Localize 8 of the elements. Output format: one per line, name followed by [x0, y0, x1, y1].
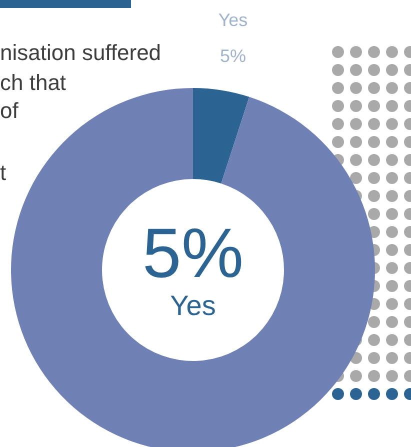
text: 5%	[142, 214, 244, 292]
text: ch that	[0, 70, 66, 96]
text: of	[0, 98, 18, 124]
slice-label: Yes	[217, 10, 249, 31]
data-label: 5%	[218, 46, 247, 67]
category-label: Yes	[170, 290, 216, 321]
text: t	[0, 160, 6, 186]
text: nisation suffered	[0, 40, 162, 66]
